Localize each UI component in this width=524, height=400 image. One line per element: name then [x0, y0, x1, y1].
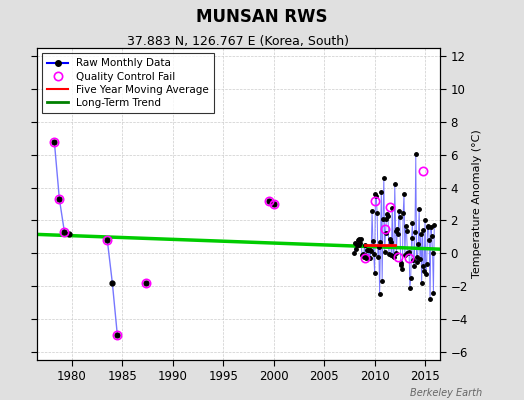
Legend: Raw Monthly Data, Quality Control Fail, Five Year Moving Average, Long-Term Tren: Raw Monthly Data, Quality Control Fail, …: [42, 53, 214, 113]
Text: MUNSAN RWS: MUNSAN RWS: [196, 8, 328, 26]
Title: 37.883 N, 126.767 E (Korea, South): 37.883 N, 126.767 E (Korea, South): [127, 35, 350, 48]
Y-axis label: Temperature Anomaly (°C): Temperature Anomaly (°C): [472, 130, 482, 278]
Text: Berkeley Earth: Berkeley Earth: [410, 388, 482, 398]
